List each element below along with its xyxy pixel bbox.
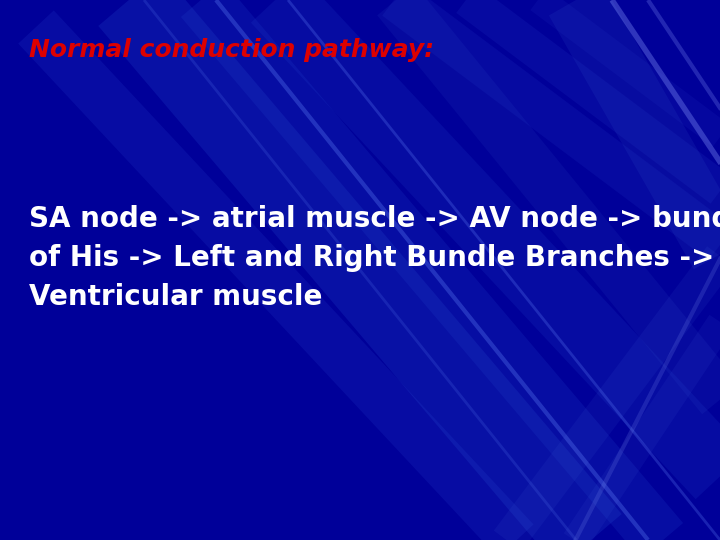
Text: SA node -> atrial muscle -> AV node -> bundle
of His -> Left and Right Bundle Br: SA node -> atrial muscle -> AV node -> b… (29, 205, 720, 311)
Text: Normal conduction pathway:: Normal conduction pathway: (29, 38, 434, 62)
